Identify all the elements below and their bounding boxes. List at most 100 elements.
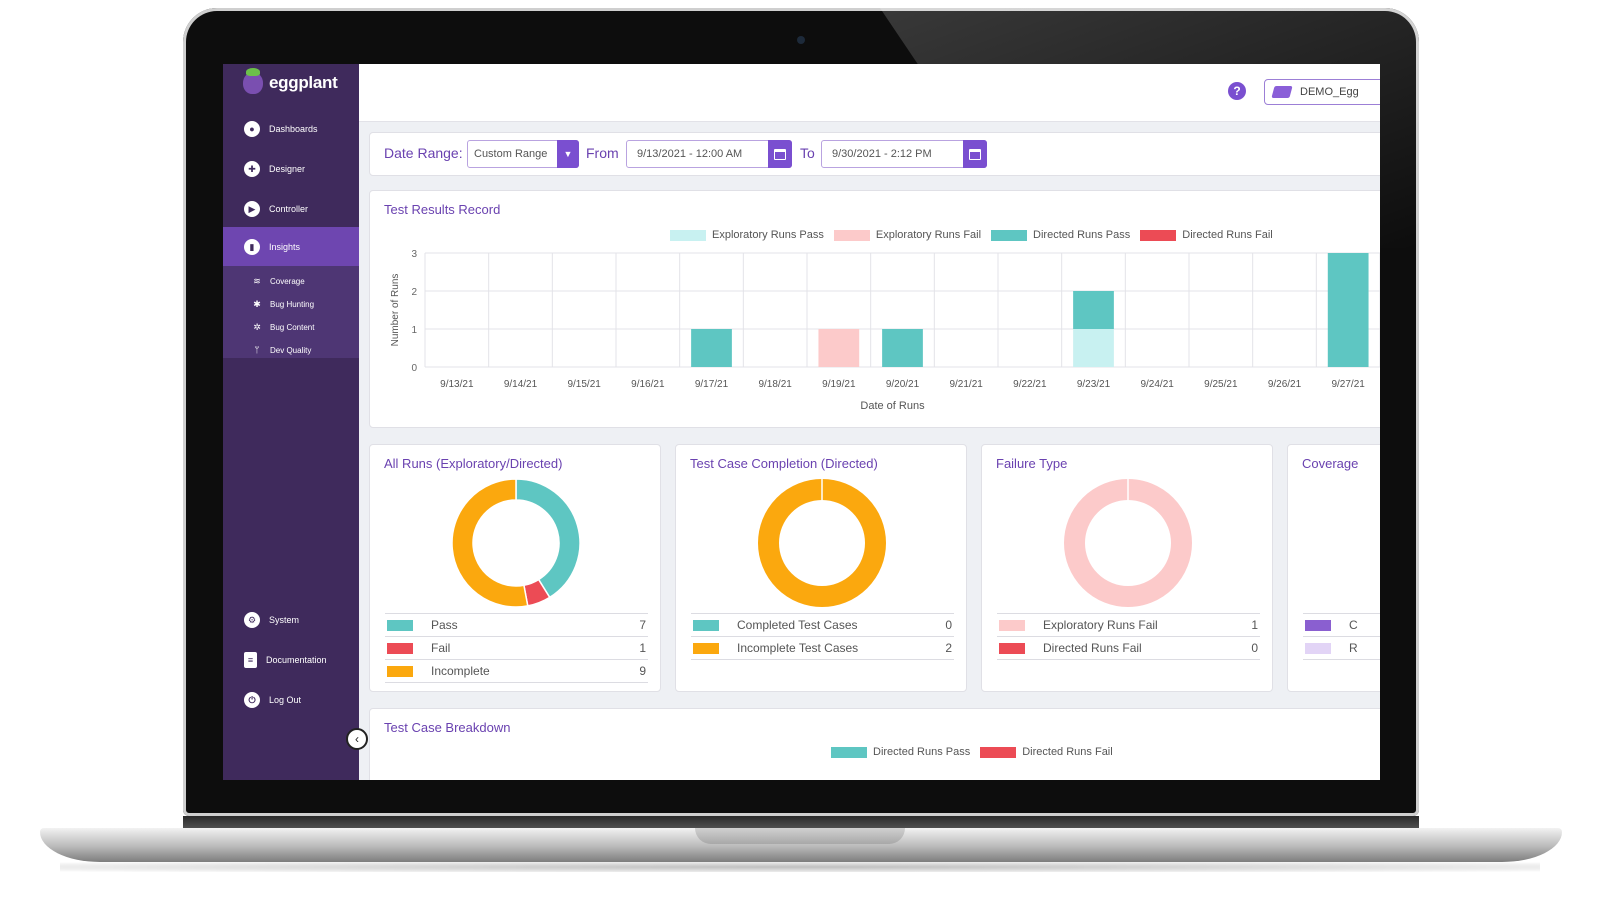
to-date-value: 9/30/2021 - 2:12 PM [832, 148, 932, 160]
legend-label: Directed Runs Fail [1043, 641, 1142, 655]
legend-label: Completed Test Cases [737, 618, 858, 632]
account-selector[interactable]: DEMO_Egg [1264, 79, 1380, 105]
x-tick-label: 9/22/21 [1013, 379, 1047, 390]
nav-documentation[interactable]: ≡ Documentation [223, 640, 359, 680]
calendar-icon[interactable] [963, 140, 987, 168]
x-tick-label: 9/21/21 [949, 379, 983, 390]
nav-system[interactable]: ⚙ System [223, 600, 359, 640]
bar [691, 329, 732, 367]
test-case-completion-card: Test Case Completion (Directed) Complete… [675, 444, 967, 692]
subnav-label: Bug Hunting [270, 299, 315, 309]
legend-row-incomplete: Incomplete 9 [385, 659, 648, 683]
y-axis-label: Number of Runs [390, 274, 401, 347]
card-title: Test Case Completion (Directed) [690, 456, 878, 471]
legend-swatch [991, 229, 1028, 241]
test-results-bar-chart: 0 1 2 3 9/13/21 9/14/21 9/15/21 9/16/21 9/17/21 9… [390, 249, 1380, 412]
collapse-sidebar-button[interactable]: ‹ [346, 728, 368, 750]
legend-swatch [670, 229, 706, 241]
legend-swatch [693, 642, 719, 654]
donut-slice [451, 478, 529, 608]
coverage-card: Coverage C R [1287, 444, 1380, 692]
legend-swatch [999, 619, 1025, 631]
eggplant-logo-icon [243, 68, 263, 94]
donut-slice [758, 479, 886, 607]
bug-icon: ✱ [253, 298, 261, 309]
chevron-left-icon: ‹ [355, 732, 359, 746]
nav-log-out[interactable]: ⏻ Log Out [223, 680, 359, 720]
from-label: From [586, 145, 619, 161]
bar [1327, 253, 1369, 367]
help-button[interactable]: ? [1228, 82, 1246, 100]
chart-icon: ▮ [244, 239, 260, 255]
legend-label[interactable]: Directed Runs Pass [873, 746, 971, 758]
x-tick-label: 9/20/21 [886, 379, 920, 390]
test-case-completion-legend: Completed Test Cases 0 Incomplete Test Ca… [691, 613, 954, 660]
x-tick-label: 9/27/21 [1331, 379, 1365, 390]
legend-value: 7 [639, 618, 646, 632]
logo[interactable]: eggplant [243, 68, 338, 94]
nav-label: Designer [269, 164, 306, 174]
legend-row-directed-fail: Directed Runs Fail 0 [997, 636, 1260, 660]
failure-type-donut-chart [1064, 479, 1192, 607]
nav-controller[interactable]: ▶ Controller [223, 189, 359, 229]
x-tick-label: 9/13/21 [440, 379, 474, 390]
nav-label: Log Out [269, 695, 302, 705]
failure-type-legend: Exploratory Runs Fail 1 Directed Runs Fai… [997, 613, 1260, 660]
date-range-select[interactable]: Custom Range ▼ [467, 140, 579, 168]
x-tick-label: 9/26/21 [1268, 379, 1302, 390]
legend-swatch [693, 619, 719, 631]
nav-designer[interactable]: ✚ Designer [223, 149, 359, 189]
question-icon: ? [1233, 84, 1241, 98]
nav-dashboards[interactable]: ● Dashboards [223, 109, 359, 149]
subnav-bug-hunting[interactable]: ✱ Bug Hunting [223, 293, 359, 315]
subnav-bug-content[interactable]: ✲ Bug Content [223, 316, 359, 338]
legend-swatch [387, 619, 413, 631]
legend-label[interactable]: Exploratory Runs Pass [712, 229, 824, 241]
legend-label[interactable]: Directed Runs Pass [1033, 229, 1131, 241]
x-tick-label: 9/18/21 [758, 379, 792, 390]
to-date-input[interactable]: 9/30/2021 - 2:12 PM [821, 140, 987, 168]
layers-icon: ≋ [253, 275, 261, 286]
nav-insights[interactable]: ▮ Insights [223, 227, 359, 267]
breakdown-legend: Directed Runs Pass Directed Runs Fail [831, 746, 1113, 758]
subnav-coverage[interactable]: ≋ Coverage [223, 270, 359, 292]
failure-type-card: Failure Type Exploratory Runs Fail 1 Dire… [981, 444, 1273, 692]
all-runs-legend: Pass 7 Fail 1 Incomplete 9 [385, 613, 648, 683]
nav-label: Controller [269, 204, 309, 214]
play-icon: ▶ [244, 201, 260, 217]
all-runs-card: All Runs (Exploratory/Directed) Pass 7 Fa… [369, 444, 661, 692]
card-title: Failure Type [996, 456, 1068, 471]
legend-label[interactable]: Exploratory Runs Fail [875, 229, 982, 241]
main-content: ? DEMO_Egg Date Range: Custom Range ▼ Fr… [359, 64, 1380, 780]
legend-value: 9 [639, 664, 646, 678]
subnav-dev-quality[interactable]: ᛘ Dev Quality [223, 339, 359, 361]
from-date-input[interactable]: 9/13/2021 - 12:00 AM [626, 140, 792, 168]
laptop-shadow [60, 862, 1540, 872]
card-title: All Runs (Exploratory/Directed) [384, 456, 563, 471]
legend-value: 0 [945, 618, 952, 632]
topbar: ? DEMO_Egg [359, 64, 1380, 122]
legend-label[interactable]: Directed Runs Fail [1022, 746, 1113, 758]
all-runs-donut-chart [451, 478, 581, 608]
sidebar: eggplant ● Dashboards ✚ Designer ▶ Contr… [223, 64, 359, 780]
subnav-label: Bug Content [270, 322, 315, 332]
legend-swatch [831, 746, 867, 758]
insights-submenu: ≋ Coverage ✱ Bug Hunting ✲ Bug Content ᛘ… [223, 266, 359, 358]
legend-label: C [1349, 618, 1358, 632]
webcam [797, 36, 805, 44]
license-icon [1271, 86, 1293, 98]
legend-label: Pass [431, 618, 458, 632]
legend-value: 2 [945, 641, 952, 655]
legend-swatch [999, 642, 1025, 654]
legend-label[interactable]: Directed Runs Fail [1182, 229, 1273, 241]
bar [1073, 291, 1114, 329]
legend-row: C [1303, 613, 1380, 636]
y-tick-label: 0 [411, 363, 417, 374]
x-axis-label: Date of Runs [860, 400, 925, 412]
app-screen: eggplant ● Dashboards ✚ Designer ▶ Contr… [223, 64, 1380, 780]
y-tick-label: 2 [411, 287, 417, 298]
calendar-icon[interactable] [768, 140, 792, 168]
test-case-breakdown-card: Test Case Breakdown Directed Runs Pass D… [369, 708, 1380, 780]
gear-icon: ⚙ [244, 612, 260, 628]
legend-swatch [1140, 229, 1177, 241]
